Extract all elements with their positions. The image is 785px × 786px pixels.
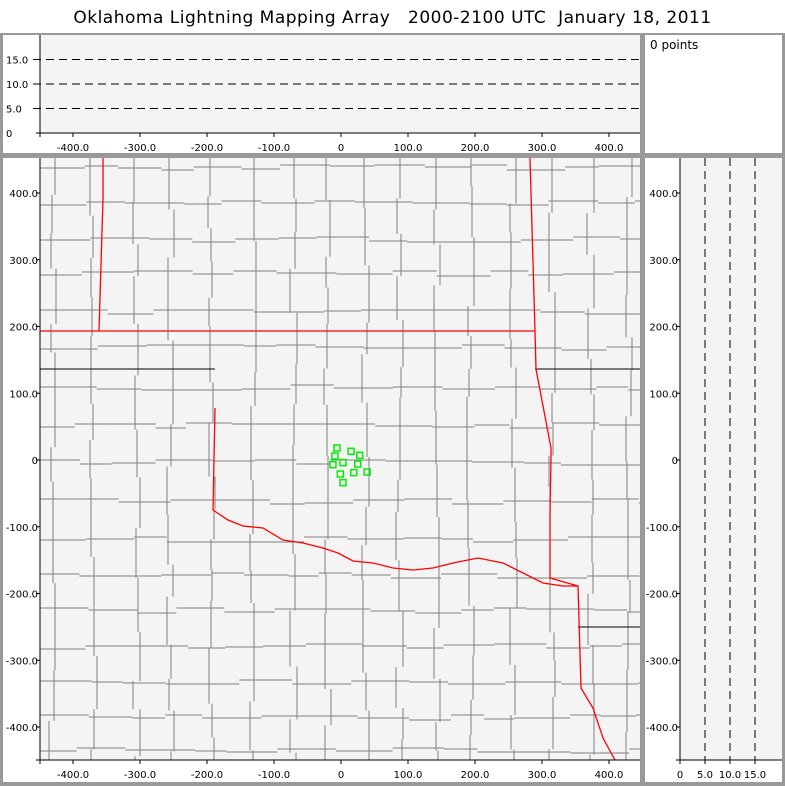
altitude-tick-label: 5.0: [697, 770, 713, 781]
county-border: [40, 164, 640, 171]
y-tick-label: 300.0: [649, 256, 678, 267]
county-border: [40, 459, 640, 466]
y-tick-label: -300.0: [6, 656, 38, 667]
altitude-tick-label: 5.0: [6, 105, 22, 116]
y-tick-label: -200.0: [646, 590, 678, 601]
x-tick-label: -400.0: [57, 143, 89, 153]
x-tick-label: 0: [338, 770, 344, 781]
county-border: [40, 270, 640, 277]
county-border: [48, 158, 57, 760]
y-tick-label: -400.0: [646, 723, 678, 734]
points-count-panel: [645, 35, 782, 153]
lma-station-marker: [363, 468, 371, 476]
state-border-red: [40, 157, 616, 761]
altitude-tick-label: 10.0: [6, 80, 28, 91]
x-tick-label: 400.0: [595, 770, 624, 781]
altitude-tick-label: 15.0: [6, 56, 28, 67]
x-tick-label: 400.0: [595, 143, 624, 153]
x-tick-label: 100.0: [394, 770, 423, 781]
lma-station-marker: [336, 470, 345, 478]
county-border: [132, 158, 141, 760]
altitude-vs-east-panel[interactable]: 0 5.0 10.0 15.0 -400.0 -300.0 -200.0 -100.0 0 100…: [3, 35, 640, 154]
x-tick-label: -400.0: [57, 770, 89, 781]
y-tick-label: 100.0: [9, 389, 38, 400]
county-border: [40, 344, 640, 351]
altitude-tick-label: 10.0: [719, 770, 741, 781]
county-border: [40, 714, 640, 721]
county-border: [361, 158, 370, 760]
county-border: [466, 158, 475, 760]
lma-station-marker: [356, 451, 364, 460]
county-border: [207, 158, 216, 760]
lma-station-marker: [349, 468, 358, 477]
y-tick-label: 100.0: [649, 389, 678, 400]
county-border: [323, 158, 332, 760]
y-tick-label: -400.0: [6, 723, 38, 734]
x-tick-label: -200.0: [191, 143, 223, 153]
y-tick-label: 200.0: [9, 323, 38, 334]
county-border: [40, 536, 640, 543]
altitude-tick-label: 0: [6, 129, 12, 140]
points-count: 0 points: [650, 38, 699, 52]
x-tick-label: 300.0: [528, 143, 557, 153]
county-border: [289, 158, 298, 760]
lma-station-marker: [347, 447, 355, 456]
county-border: [40, 236, 640, 243]
x-tick-label: 100.0: [394, 143, 423, 153]
x-tick-label: 300.0: [528, 770, 557, 781]
y-tick-label: -300.0: [646, 656, 678, 667]
lma-station-marker: [354, 460, 362, 468]
x-tick-label: 200.0: [461, 770, 490, 781]
y-tick-label: 400.0: [9, 189, 38, 200]
county-border: [89, 158, 98, 760]
y-tick-label: -100.0: [6, 523, 38, 534]
altitude-tick-label: 0: [677, 770, 683, 781]
x-tick-label: -200.0: [191, 770, 223, 781]
y-tick-label: 0: [32, 456, 38, 467]
county-borders: [40, 158, 640, 760]
county-border: [40, 200, 640, 206]
x-tick-label: -100.0: [258, 770, 290, 781]
lma-station-marker: [329, 460, 337, 469]
county-border: [40, 498, 640, 505]
county-border: [40, 747, 640, 754]
county-border: [166, 158, 175, 760]
x-tick-label: -300.0: [124, 143, 156, 153]
y-tick-label: -200.0: [6, 590, 38, 601]
county-border: [509, 158, 518, 760]
state-border-black: [40, 368, 640, 628]
y-tick-label: -100.0: [646, 523, 678, 534]
county-border: [40, 679, 640, 685]
x-tick-label: -300.0: [124, 770, 156, 781]
y-tick-label: 400.0: [649, 189, 678, 200]
page-title: Oklahoma Lightning Mapping Array 2000-21…: [0, 0, 785, 33]
county-border: [395, 158, 404, 760]
y-tick-label: 200.0: [649, 323, 678, 334]
lma-station-marker: [333, 444, 341, 452]
county-border: [586, 158, 595, 760]
y-tick-label: 300.0: [9, 256, 38, 267]
y-tick-label: 0: [672, 456, 678, 467]
county-border: [433, 158, 441, 760]
north-vs-altitude-panel[interactable]: 0 5.0 10.0 15.0 400.0 300.0 200.0 100.0 0 -100.0 -…: [645, 158, 782, 782]
plot-area: [680, 158, 782, 760]
x-tick-label: 200.0: [461, 143, 490, 153]
x-tick-label: -100.0: [258, 143, 290, 153]
county-border: [40, 643, 640, 650]
lma-station-marker: [339, 478, 347, 487]
county-border: [249, 158, 257, 760]
county-border: [625, 158, 633, 760]
lma-station-marker: [331, 452, 339, 460]
plan-view-map-panel[interactable]: 400.0 300.0 200.0 100.0 0 -100.0 -200.0 -300.0 -…: [3, 157, 640, 782]
lma-station-marker: [339, 458, 347, 467]
altitude-tick-label: 15.0: [744, 770, 766, 781]
x-tick-label: 0: [338, 143, 344, 153]
county-border: [40, 607, 640, 614]
county-border: [40, 309, 640, 315]
